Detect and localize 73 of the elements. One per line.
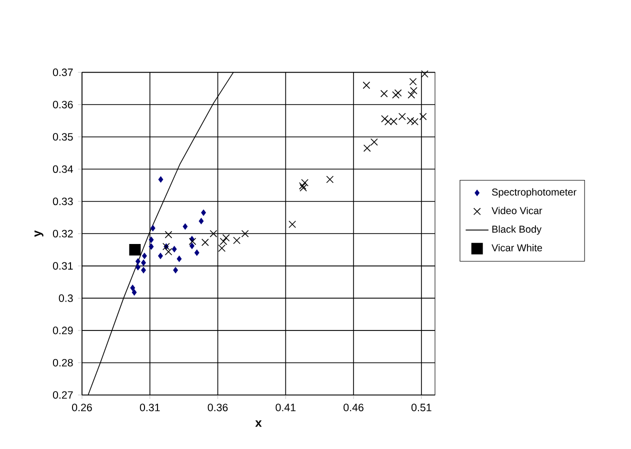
point [158, 252, 163, 259]
point [326, 176, 334, 184]
point [409, 78, 417, 86]
point [420, 70, 428, 78]
point [150, 225, 156, 232]
point [380, 90, 388, 98]
point [129, 244, 141, 256]
point [210, 230, 218, 238]
legend-label: Black Body [492, 225, 542, 235]
point [173, 267, 178, 274]
x-tick-label: 0.41 [276, 404, 296, 412]
point [190, 242, 194, 249]
point [419, 112, 427, 120]
point [370, 138, 378, 146]
point [198, 218, 204, 224]
point [301, 178, 308, 186]
point [164, 230, 172, 238]
point [218, 244, 226, 252]
legend-label: Video Vicar [492, 206, 542, 214]
point [398, 112, 406, 120]
legend-label: Spectrophotometer [492, 188, 576, 198]
point [158, 176, 164, 183]
point [233, 236, 240, 244]
y-tick-label: 0.31 [52, 262, 73, 270]
y-axis-title: y [34, 230, 44, 237]
legend-label: Vicar White [492, 244, 542, 252]
point [410, 87, 418, 94]
point [220, 238, 228, 246]
point [241, 230, 249, 238]
x-tick-label: 0.31 [140, 404, 160, 412]
x-tick-label: 0.51 [411, 404, 432, 412]
point [194, 250, 200, 256]
point [136, 258, 140, 264]
y-tick-label: 0.3 [58, 294, 73, 302]
x-tick-label: 0.46 [344, 404, 364, 412]
point [132, 289, 137, 296]
point [182, 223, 188, 230]
point [130, 284, 136, 291]
point [172, 246, 177, 252]
point [201, 238, 209, 246]
y-tick-label: 0.35 [52, 133, 73, 141]
x-tick-label: 0.36 [208, 404, 228, 412]
point [363, 144, 371, 152]
point [381, 115, 388, 122]
point [188, 238, 196, 246]
point [394, 89, 402, 97]
point [141, 260, 146, 266]
x-tick-label: 0.26 [72, 404, 92, 412]
point [176, 256, 182, 262]
point [392, 91, 400, 99]
point [406, 117, 414, 124]
y-tick-label: 0.34 [52, 165, 73, 173]
point [288, 220, 296, 228]
point [148, 236, 154, 243]
point [136, 264, 140, 270]
point [148, 243, 154, 250]
point [298, 182, 306, 190]
x-axis-title: x [255, 420, 262, 427]
point [362, 82, 370, 89]
point [164, 248, 172, 256]
point [142, 252, 147, 259]
y-tick-label: 0.29 [52, 326, 73, 334]
point [408, 91, 416, 99]
y-tick-label: 0.27 [52, 391, 73, 399]
y-tick-label: 0.28 [52, 358, 73, 366]
y-tick-label: 0.32 [52, 230, 73, 238]
point [141, 267, 146, 274]
y-tick-label: 0.33 [52, 198, 73, 206]
point [300, 184, 308, 192]
y-tick-label: 0.36 [52, 100, 73, 108]
y-tick-label: 0.37 [52, 68, 73, 76]
point [201, 210, 206, 216]
point [222, 234, 230, 242]
